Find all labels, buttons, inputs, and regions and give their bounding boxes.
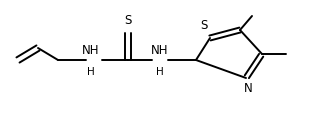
Text: NH: NH (151, 44, 169, 57)
Text: NH: NH (82, 44, 100, 57)
Text: N: N (244, 82, 252, 95)
Text: H: H (87, 67, 95, 77)
Text: H: H (156, 67, 164, 77)
Text: S: S (124, 14, 132, 27)
Text: S: S (200, 19, 208, 32)
